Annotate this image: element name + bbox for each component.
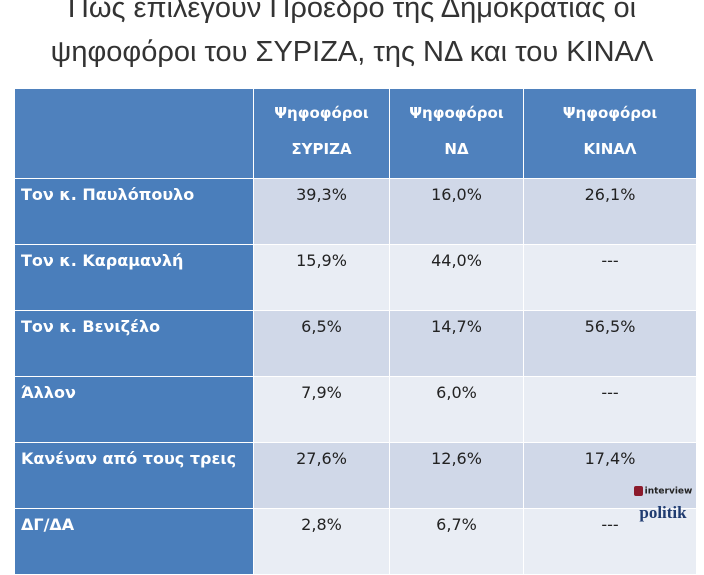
row-label: Τον κ. Παυλόπουλο xyxy=(14,178,254,245)
row-label: Τον κ. Βενιζέλο xyxy=(14,310,254,377)
header-row: Ψηφοφόροι ΣΥΡΙΖΑ Ψηφοφόροι ΝΔ Ψηφοφόροι ΚΙΝΑΛ xyxy=(14,88,697,179)
table-cell: 26,1% xyxy=(523,178,697,245)
table-cell: 56,5% xyxy=(523,310,697,377)
table-cell: 16,0% xyxy=(389,178,524,245)
header-text: Ψηφοφόροι xyxy=(274,104,369,122)
row-label: Κανέναν από τους τρεις xyxy=(14,442,254,509)
header-text: ΝΔ xyxy=(444,140,469,158)
table-body: Τον κ. Παυλόπουλο 39,3% 16,0% 26,1% Τον κ. Κ… xyxy=(14,178,697,575)
table-cell: 6,5% xyxy=(253,310,390,377)
header-text: Ψηφοφόροι xyxy=(409,104,504,122)
logo-text: interview xyxy=(630,486,696,497)
title: Πως επιλέγουν Πρόεδρο της Δημοκρατίας οι… xyxy=(0,0,704,74)
table-cell: 17,4% xyxy=(523,442,697,509)
table-cell: 12,6% xyxy=(389,442,524,509)
table-cell: 6,0% xyxy=(389,376,524,443)
table-row: ΔΓ/ΔΑ 2,8% 6,7% --- xyxy=(14,508,697,575)
header-cell: Ψηφοφόροι ΣΥΡΙΖΑ xyxy=(253,88,390,179)
table-row: Άλλον 7,9% 6,0% --- xyxy=(14,376,697,443)
header-text: Ψηφοφόροι xyxy=(562,104,658,122)
table-cell: 15,9% xyxy=(253,244,390,311)
title-line: ψηφοφόροι του ΣΥΡΙΖΑ, της ΝΔ και του ΚΙΝ… xyxy=(50,36,654,68)
table-cell: 44,0% xyxy=(389,244,524,311)
table-row: Τον κ. Βενιζέλο 6,5% 14,7% 56,5% xyxy=(14,310,697,377)
row-label: Άλλον xyxy=(14,376,254,443)
title-line: Πως επιλέγουν Πρόεδρο της Δημοκρατίας οι xyxy=(67,0,637,24)
header-cell xyxy=(14,88,254,179)
table-row: Τον κ. Καραμανλή 15,9% 44,0% --- xyxy=(14,244,697,311)
logo-text: politik xyxy=(639,502,687,522)
row-label: Τον κ. Καραμανλή xyxy=(14,244,254,311)
table-row: Κανέναν από τους τρεις 27,6% 12,6% 17,4% xyxy=(14,442,697,509)
table-cell: 7,9% xyxy=(253,376,390,443)
table-cell: --- xyxy=(523,376,697,443)
table-cell: 6,7% xyxy=(389,508,524,575)
table-cell: 39,3% xyxy=(253,178,390,245)
table-cell: --- xyxy=(523,244,697,311)
table-row: Τον κ. Παυλόπουλο 39,3% 16,0% 26,1% xyxy=(14,178,697,245)
row-label: ΔΓ/ΔΑ xyxy=(14,508,254,575)
table-cell: 27,6% xyxy=(253,442,390,509)
table-cell: 14,7% xyxy=(389,310,524,377)
header-cell: Ψηφοφόροι ΚΙΝΑΛ xyxy=(523,88,697,179)
table-cell: --- xyxy=(523,508,697,575)
header-text: ΚΙΝΑΛ xyxy=(583,140,637,158)
table-cell: 2,8% xyxy=(253,508,390,575)
table: Ψηφοφόροι ΣΥΡΙΖΑ Ψηφοφόροι ΝΔ Ψηφοφόροι ΚΙΝΑΛ… xyxy=(14,88,697,575)
header-text: ΣΥΡΙΖΑ xyxy=(291,140,352,158)
header-cell: Ψηφοφόροι ΝΔ xyxy=(389,88,524,179)
logo: interview politik xyxy=(630,486,696,523)
